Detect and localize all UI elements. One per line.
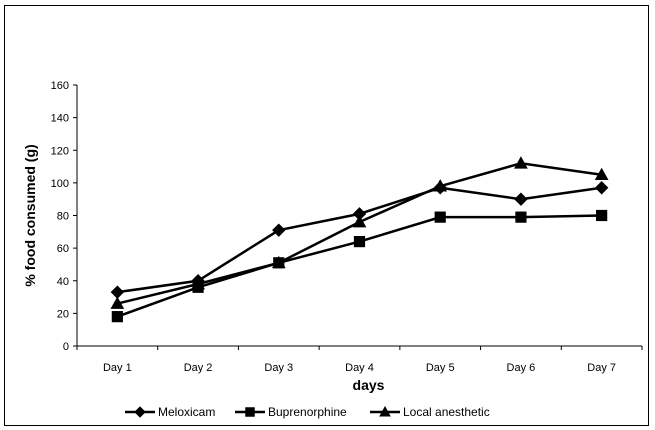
data-point-local-anesthetic [514,156,528,169]
legend-label-buprenorphine: Buprenorphine [268,405,347,419]
legend: Meloxicam Buprenorphine Local anesthetic [125,405,490,419]
x-ticks: Day 1 Day 2 Day 3 Day 4 Day 5 Day 6 Day 7 [76,346,643,374]
x-tick-label: Day 7 [587,362,616,374]
data-point-meloxicam [514,192,528,206]
data-point-local-anesthetic [352,214,367,228]
x-tick-label: Day 2 [184,362,213,374]
y-tick-label: 0 [63,341,69,353]
data-point-buprenorphine [596,209,608,222]
x-tick-label: Day 1 [103,362,132,374]
data-point-meloxicam [594,181,609,195]
series-markers [110,156,609,323]
legend-marker-meloxicam [134,406,146,418]
data-point-buprenorphine [111,311,123,323]
y-ticks: 0 20 40 60 80 100 120 140 160 [51,80,77,353]
y-tick-label: 120 [51,145,69,157]
y-axis-title: % food consumed (g) [22,144,38,286]
x-tick-label: Day 5 [426,362,455,374]
data-point-local-anesthetic [433,179,448,192]
data-point-local-anesthetic [594,167,609,181]
x-tick-label: Day 4 [345,362,374,374]
y-tick-label: 20 [57,308,69,320]
legend-marker-local-anesthetic [379,405,391,417]
data-point-meloxicam [110,285,125,299]
x-axis-title: days [353,377,385,393]
x-tick-label: Day 6 [507,362,536,374]
data-point-buprenorphine [434,211,446,223]
legend-marker-buprenorphine [245,407,255,417]
data-point-local-anesthetic [191,276,205,290]
data-point-local-anesthetic [110,296,125,309]
data-point-buprenorphine [515,211,527,223]
y-tick-label: 80 [57,211,69,223]
data-point-buprenorphine [353,236,366,248]
y-tick-label: 40 [57,276,69,288]
legend-label-meloxicam: Meloxicam [158,405,215,419]
y-tick-label: 160 [51,80,69,92]
legend-label-local-anesthetic: Local anesthetic [403,405,490,419]
y-tick-label: 100 [51,178,69,190]
data-point-local-anesthetic [271,255,286,269]
series-line-buprenorphine [116,214,602,318]
data-point-meloxicam [272,223,286,237]
x-tick-label: Day 3 [264,362,293,374]
y-tick-label: 60 [57,243,69,255]
y-tick-label: 140 [51,113,69,125]
